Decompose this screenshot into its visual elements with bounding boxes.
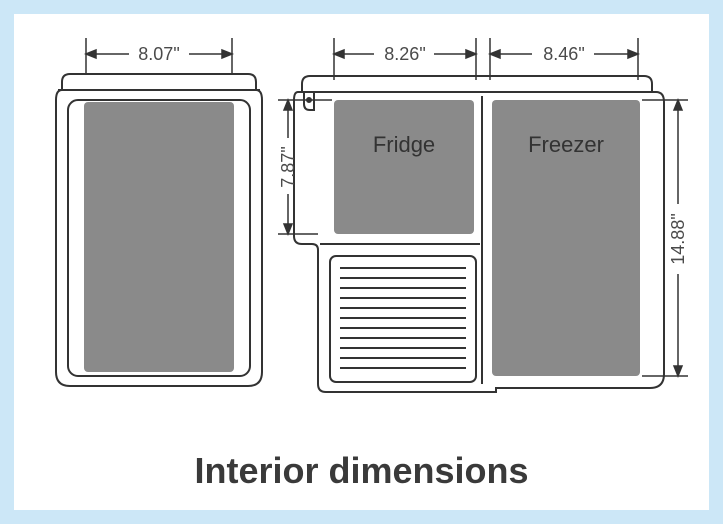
fridge-width-label: 8.26": [384, 44, 425, 64]
page-frame: 8.07" 8.26": [0, 0, 723, 524]
right-unit-diagram: 8.26" 8.46": [274, 34, 694, 414]
freezer-height-label: 14.88": [668, 213, 688, 264]
fridge-height-label: 7.87": [278, 146, 298, 187]
freezer-label: Freezer: [528, 132, 604, 157]
diagram-area: 8.07" 8.26": [14, 14, 709, 510]
fridge-label: Fridge: [373, 132, 435, 157]
page-title: Interior dimensions: [14, 450, 709, 492]
left-compartment: [84, 102, 234, 372]
freezer-width-label: 8.46": [543, 44, 584, 64]
fridge-compartment: [334, 100, 474, 234]
vent-grille: [340, 268, 466, 368]
left-unit-diagram: 8.07": [44, 34, 274, 394]
left-width-label: 8.07": [138, 44, 179, 64]
